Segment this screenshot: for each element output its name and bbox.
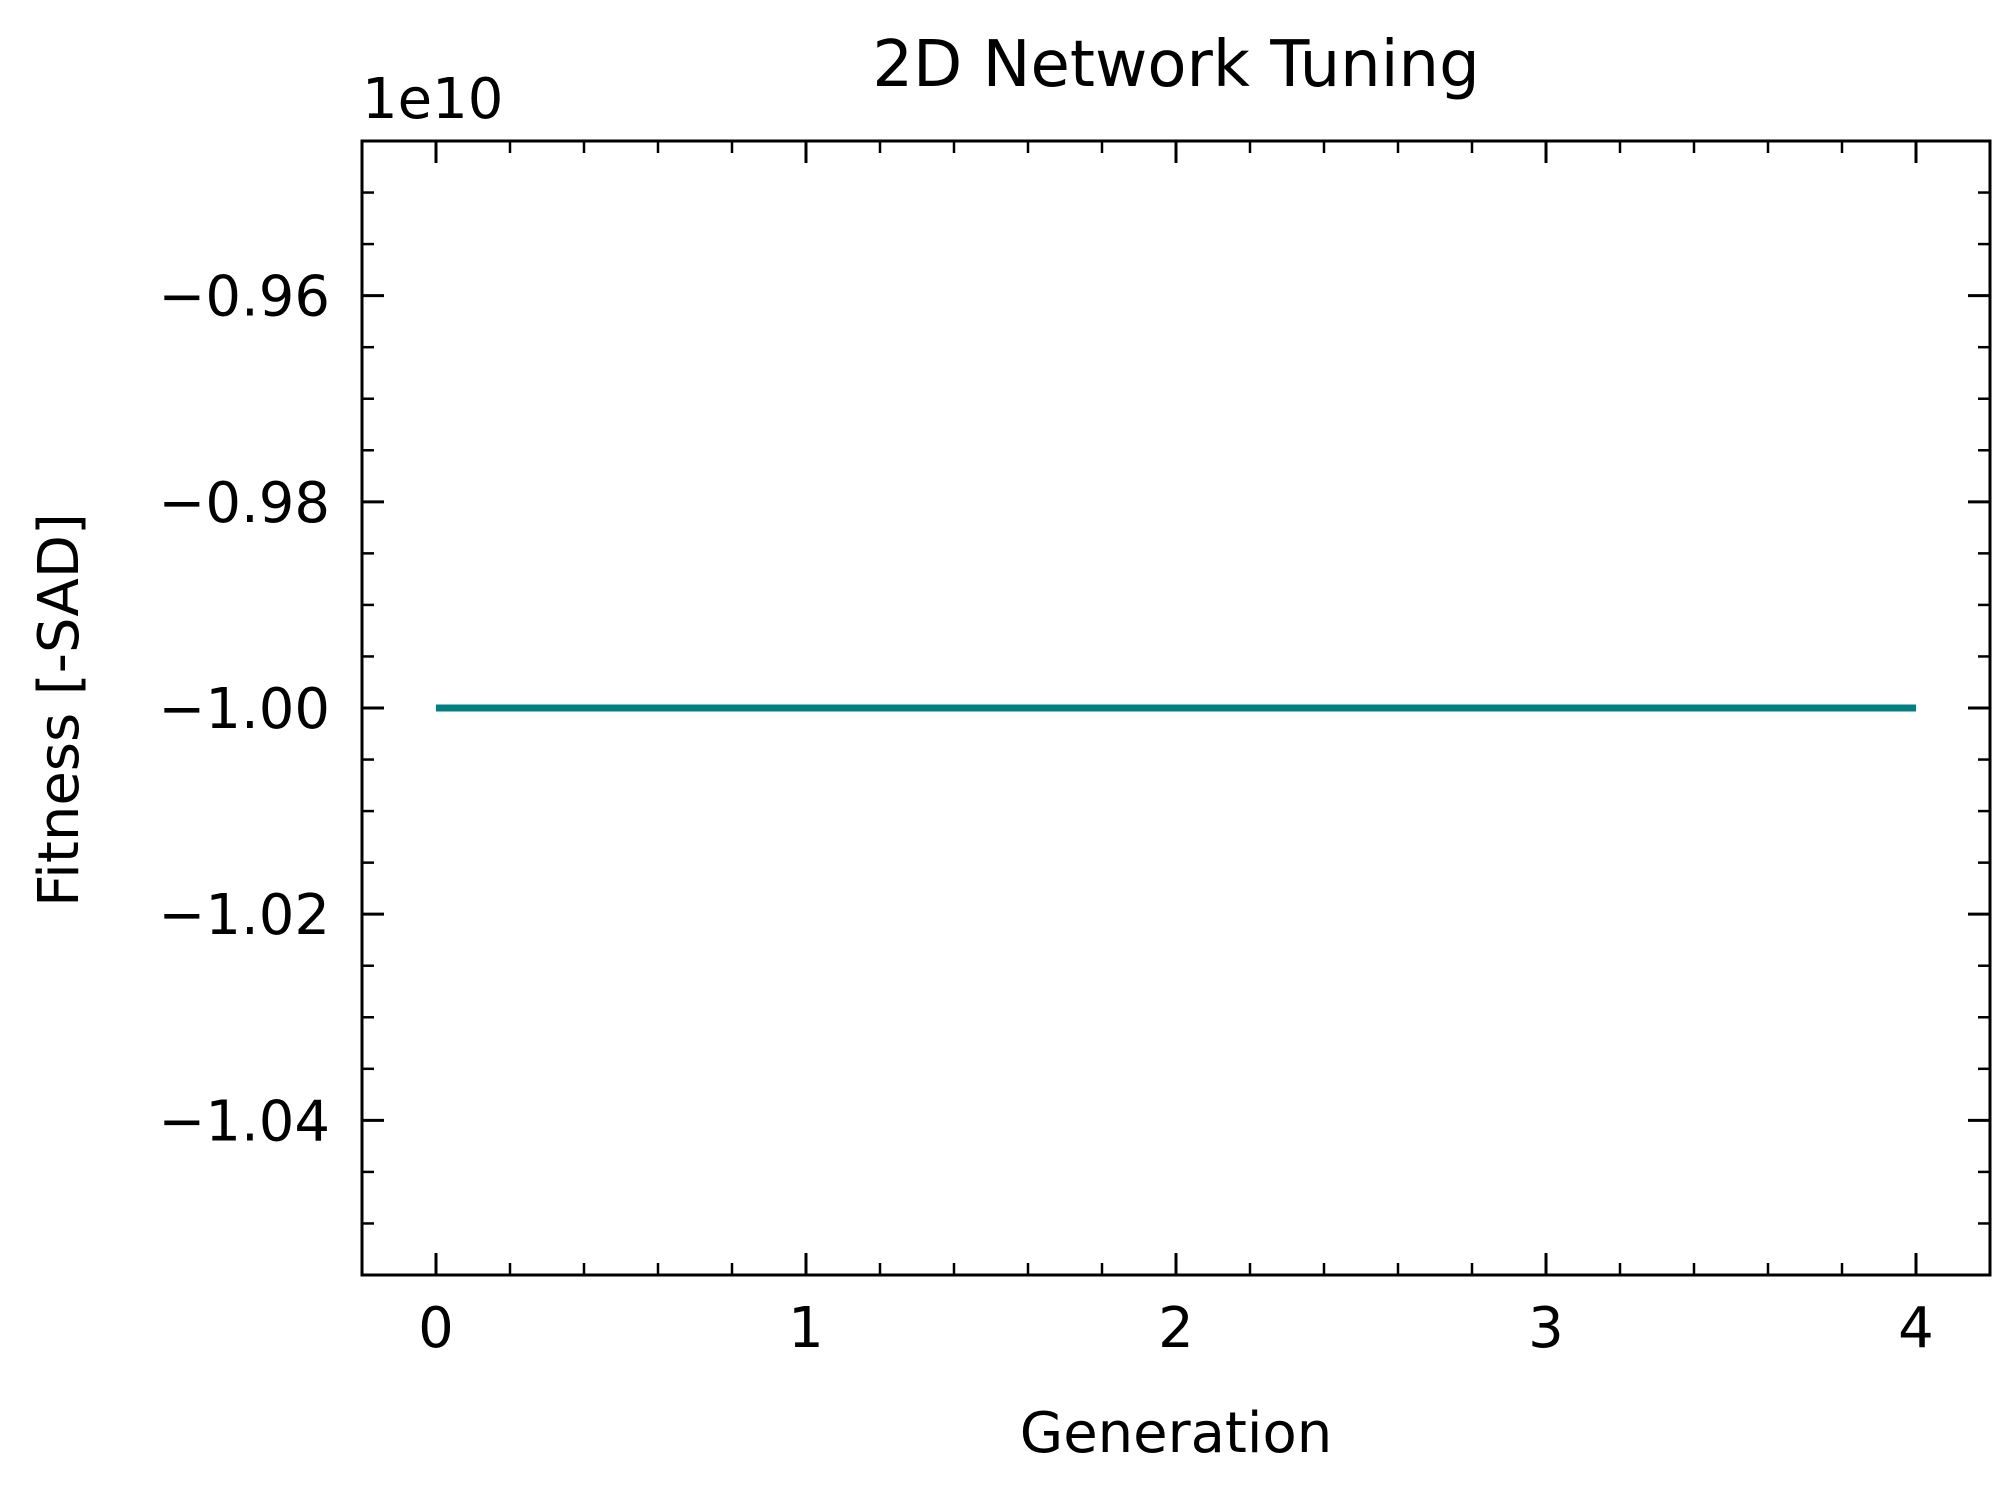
chart-title: 2D Network Tuning [872,28,1479,102]
y-tick-label: −0.96 [158,265,330,330]
x-tick-label: 1 [788,1296,824,1361]
x-axis-label: Generation [1020,1401,1332,1466]
y-tick-label: −1.02 [158,883,330,948]
axis-ticks [362,139,1992,1275]
x-tick-label: 3 [1528,1296,1564,1361]
x-tick-label: 0 [418,1296,454,1361]
y-tick-label: −1.00 [158,677,330,742]
y-tick-label: −0.98 [158,471,330,536]
plot-frame [360,139,1992,1277]
x-tick-label: 4 [1898,1296,1934,1361]
y-axis-offset-label: 1e10 [362,67,503,132]
x-tick-label: 2 [1158,1296,1194,1361]
tick-labels: 0 1 2 3 4 −0.96 −0.98 −1.00 −1.02 −1.04 [158,265,1933,1361]
y-axis-label: Fitness [-SAD] [27,513,92,907]
y-tick-label: −1.04 [158,1089,330,1154]
